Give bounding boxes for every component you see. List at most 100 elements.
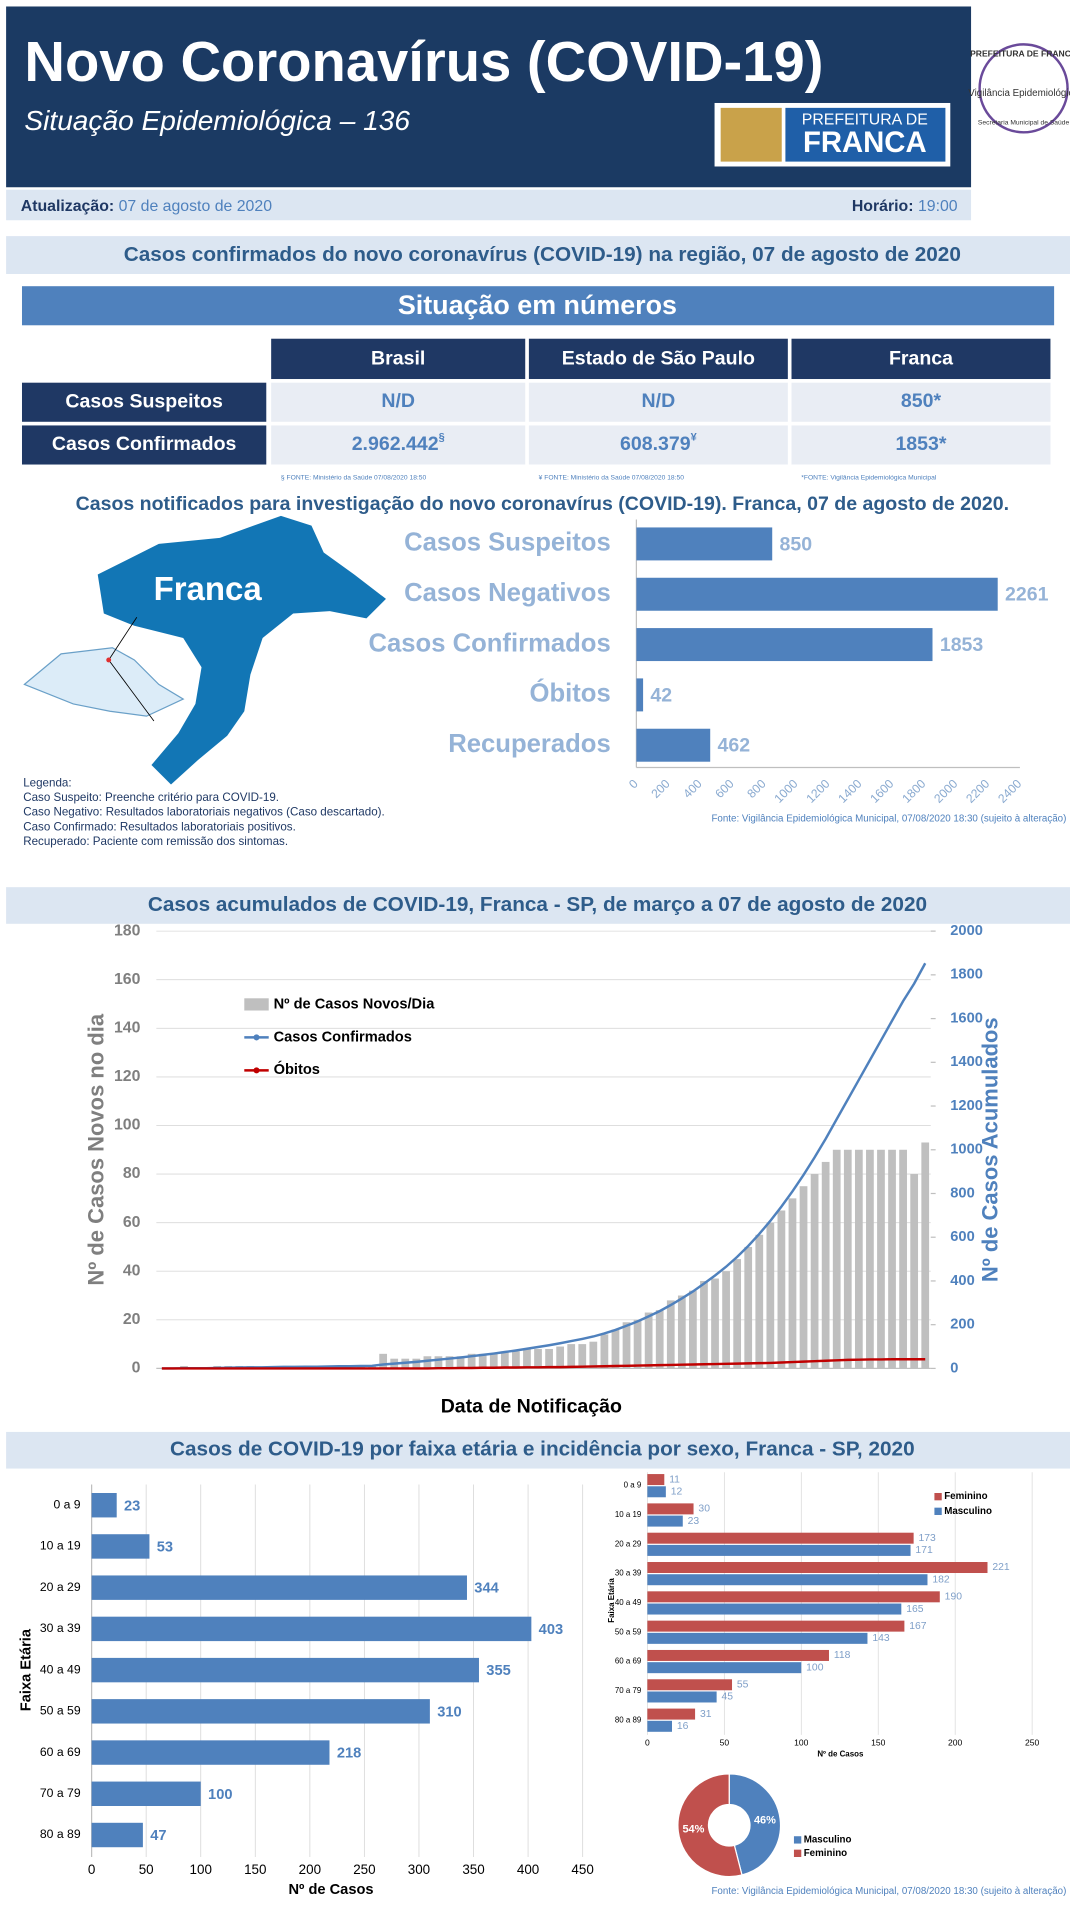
y-tick-label: 180 (114, 922, 141, 939)
value-label: 167 (909, 1621, 927, 1632)
x-tick-label: 350 (462, 1862, 484, 1877)
y-axis-title: Faixa Etária (19, 1628, 35, 1711)
bar (647, 1574, 928, 1586)
pie-label: 54% (682, 1824, 704, 1836)
bar (434, 1356, 443, 1369)
bar (647, 1486, 666, 1498)
bar (647, 1532, 914, 1544)
cell-bg (271, 382, 526, 422)
update-bar (6, 189, 972, 221)
row-header: Casos Confirmados (52, 433, 237, 455)
source: Fonte: Vigilância Epidemiológica Municip… (711, 813, 1066, 824)
y-tick-label: 0 (132, 1360, 141, 1377)
value-label: 12 (671, 1487, 683, 1498)
x-tick-label: 0 (626, 776, 641, 791)
legend-note: Recuperado: Paciente com remissão dos si… (23, 835, 288, 848)
y2-tick-label: 800 (950, 1185, 974, 1201)
series-line (161, 1358, 926, 1370)
category-label: 50 a 59 (40, 1704, 81, 1718)
bar (777, 1210, 786, 1369)
time: Horário: 19:00 (852, 198, 958, 215)
cell-value: 850* (901, 390, 942, 412)
y2-tick-label: 1000 (950, 1142, 983, 1158)
table-cell: N/D (381, 390, 415, 412)
value-label: 173 (919, 1533, 937, 1544)
bar (91, 1781, 201, 1806)
bar (512, 1351, 520, 1369)
bar (755, 1234, 764, 1369)
bar (647, 1691, 717, 1703)
bar (910, 1174, 919, 1369)
category-label: Casos Suspeitos (404, 529, 611, 557)
x-tick-label: 2000 (931, 776, 960, 805)
value-label: 1853 (940, 634, 984, 656)
logo-band (785, 107, 946, 162)
value-label: 31 (700, 1709, 712, 1720)
category-label: 10 a 19 (615, 1510, 642, 1519)
cell-value: N/D (381, 390, 415, 412)
x-tick-label: 0 (88, 1862, 95, 1877)
column-header-bg (791, 338, 1051, 380)
time-value: 19:00 (918, 198, 958, 215)
y-tick-label: 120 (114, 1068, 141, 1085)
chart-title: Casos notificados para investigação do n… (76, 493, 1009, 515)
footnote: *FONTE: Vigilância Epidemiológica Munici… (801, 475, 937, 482)
bar (91, 1616, 532, 1642)
x-tick-label: 800 (744, 776, 768, 800)
bar (633, 1319, 642, 1369)
cell-bg (791, 382, 1051, 422)
x-tick-label: 1000 (771, 776, 800, 805)
column-header: Estado de São Paulo (562, 348, 755, 370)
y-tick-label: 60 (123, 1214, 141, 1231)
bar (478, 1353, 487, 1369)
subtitle: Situação Epidemiológica – 136 (24, 105, 410, 136)
category-label: 40 a 49 (615, 1598, 642, 1607)
value-label: 55 (737, 1680, 749, 1691)
bar (636, 527, 773, 561)
legend-note: Caso Negativo: Resultados laboratoriais … (23, 806, 385, 819)
y-axis-title: Nº de Casos Novos no dia (84, 1013, 109, 1285)
y2-axis-title: Nº de Casos Acumulados (978, 1017, 1003, 1282)
x-tick-label: 1200 (803, 776, 832, 805)
value-label: 45 (722, 1692, 734, 1703)
y-tick-label: 160 (114, 971, 141, 988)
bar (412, 1358, 421, 1369)
bar (788, 1198, 797, 1369)
bar (854, 1149, 863, 1369)
map-pointer (108, 616, 138, 661)
x-tick-label: 200 (648, 776, 672, 800)
value-label: 850 (780, 533, 813, 555)
bar (523, 1348, 531, 1369)
table-cell: 850* (901, 390, 942, 412)
legend-dot (253, 1034, 260, 1041)
y2-tick-label: 1800 (950, 967, 983, 983)
category-label: 60 a 69 (615, 1657, 642, 1666)
x-tick-label: 1600 (867, 776, 896, 805)
category-label: 70 a 79 (40, 1786, 81, 1800)
row-header-bg (21, 382, 267, 422)
x-tick-label: 450 (571, 1862, 593, 1877)
value-label: 23 (124, 1498, 140, 1514)
chart-title: Casos de COVID-19 por faixa etária e inc… (170, 1438, 915, 1461)
bar (921, 1142, 930, 1369)
legend-note: Caso Confirmado: Resultados laboratoriai… (23, 820, 296, 833)
cell-value: 608.379 (620, 433, 691, 455)
bar (689, 1290, 697, 1369)
bar (866, 1149, 874, 1369)
cell-bg (528, 382, 788, 422)
bar (636, 728, 711, 762)
category-label: 0 a 9 (624, 1481, 642, 1490)
x-tick-label: 100 (794, 1738, 809, 1748)
bar (821, 1161, 830, 1369)
bar (744, 1246, 753, 1369)
bar (622, 1322, 631, 1369)
bar (647, 1544, 911, 1556)
x-tick-label: 600 (712, 776, 736, 800)
column-header: Franca (889, 348, 953, 370)
bar (647, 1649, 829, 1661)
bar (647, 1591, 940, 1603)
y2-tick-label: 1400 (950, 1054, 983, 1070)
update-label: Atualização: (21, 198, 114, 215)
legend-label: Feminino (804, 1848, 847, 1859)
logo-crest (720, 107, 782, 162)
